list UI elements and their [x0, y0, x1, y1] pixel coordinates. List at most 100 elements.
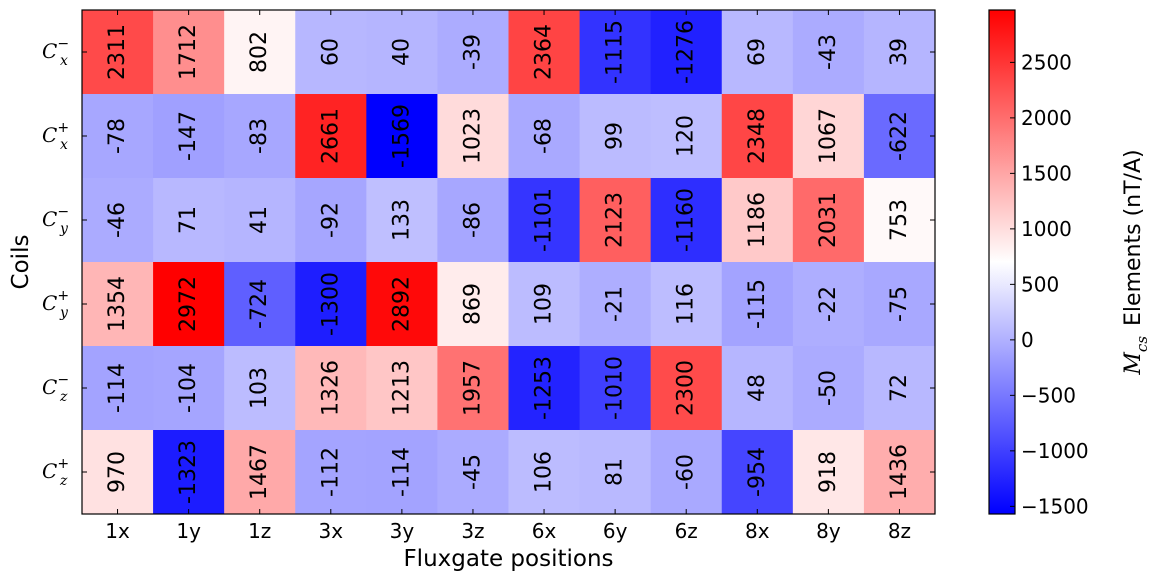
cell-value-label: 72 — [887, 374, 912, 402]
heatmap-cell — [721, 430, 794, 515]
cell-value-label: 1712 — [176, 24, 201, 80]
x-tick-label: 3y — [390, 519, 415, 543]
cell-value-label: -147 — [176, 111, 201, 161]
cell-value-label: 1957 — [460, 360, 485, 416]
heatmap-cell — [224, 346, 296, 431]
colorbar-tick-label: −1000 — [1021, 439, 1089, 463]
heatmap-cell — [224, 94, 296, 179]
heatmap-cell — [82, 178, 154, 263]
cell-value-label: 1326 — [318, 360, 343, 416]
heatmap-cell — [650, 262, 723, 347]
cell-value-label: 1186 — [745, 192, 770, 248]
colorbar-tick-label: −500 — [1021, 383, 1076, 407]
heatmap-cell — [579, 430, 652, 515]
cell-value-label: 970 — [105, 451, 130, 493]
cell-value-label: 802 — [247, 31, 272, 73]
heatmap-cell — [437, 430, 509, 515]
heatmap-cell — [366, 262, 438, 347]
heatmap-cell — [508, 10, 581, 95]
heatmap-cell — [437, 262, 509, 347]
heatmap-cell — [224, 10, 296, 95]
heatmap-cell — [579, 10, 652, 95]
heatmap-cell — [224, 430, 296, 515]
heatmap-cell — [721, 10, 794, 95]
heatmap-cell — [366, 178, 438, 263]
cell-value-label: 2031 — [816, 192, 841, 248]
heatmap-cell — [82, 10, 154, 95]
cell-value-label: 2311 — [105, 24, 130, 80]
cell-value-label: 2972 — [176, 276, 201, 332]
cell-value-label: -83 — [247, 118, 272, 154]
heatmap-cell — [721, 262, 794, 347]
heatmap-cell — [792, 94, 865, 179]
cell-value-label: 60 — [318, 38, 343, 66]
cell-value-label: -1323 — [176, 440, 201, 504]
heatmap-cell — [792, 10, 865, 95]
colorbar-tick-label: −1500 — [1021, 494, 1089, 518]
colorbar-tick-label: 1000 — [1021, 217, 1072, 241]
cell-value-label: 918 — [816, 451, 841, 493]
cell-value-label: -60 — [674, 454, 699, 490]
cell-value-label: -21 — [603, 286, 628, 322]
heatmap-cell — [437, 346, 509, 431]
heatmap-cell — [650, 178, 723, 263]
y-axis-label: Coils — [8, 235, 34, 290]
colorbar-tick-label: 500 — [1021, 272, 1059, 296]
plot-frame — [81, 9, 936, 515]
heatmap-cell — [721, 346, 794, 431]
cell-value-label: -1300 — [318, 272, 343, 336]
cell-value-label: 2348 — [745, 108, 770, 164]
colorbar-ticks: 2500 2000 1500 1000 500 0 −500 −1000 −1500 — [1010, 50, 1089, 518]
y-tick-label: C+ y — [42, 288, 69, 321]
heatmap-cell — [650, 94, 723, 179]
colorbar-label-text: Elements (nT/A) — [1121, 149, 1146, 326]
cell-value-label: 2364 — [532, 24, 557, 80]
x-tick-label: 6y — [603, 519, 628, 543]
cell-value-label: 1467 — [247, 444, 272, 500]
cell-value-label: 1023 — [460, 108, 485, 164]
heatmap-cell — [153, 94, 225, 179]
x-axis-ticks: 1x 1y 1z 3x 3y 3z 6x 6y 6z 8x 8y 8z — [105, 10, 911, 543]
heatmap-cell — [153, 10, 225, 95]
heatmap-cell — [366, 94, 438, 179]
cell-value-label: -1115 — [603, 20, 628, 84]
heatmap-cell — [224, 178, 296, 263]
heatmap-cell — [650, 10, 723, 95]
heatmap-cell — [153, 178, 225, 263]
cell-value-label: -39 — [460, 34, 485, 70]
y-tick-label: C+ x — [42, 120, 69, 153]
heatmap-cell — [650, 346, 723, 431]
cell-value-label: -1569 — [389, 104, 414, 168]
x-tick-label: 6z — [675, 519, 698, 543]
cell-value-label: -46 — [105, 202, 130, 238]
cell-value-label: -114 — [389, 447, 414, 497]
x-tick-label: 3x — [319, 519, 344, 543]
cell-value-label: -45 — [460, 454, 485, 490]
cell-value-label: -68 — [532, 118, 557, 154]
cell-value-label: -114 — [105, 363, 130, 413]
heatmap-cell — [82, 94, 154, 179]
colorbar-tick-label: 1500 — [1021, 161, 1072, 185]
colorbar-tick-label: 2000 — [1021, 106, 1072, 130]
cell-value-label: -1276 — [674, 20, 699, 84]
heatmap-cell — [295, 430, 367, 515]
colorbar-tick-label: 0 — [1021, 328, 1034, 352]
cell-value-label: 869 — [460, 283, 485, 325]
colorbar-tick-label: 2500 — [1021, 50, 1072, 74]
heatmap-cell — [295, 94, 367, 179]
heatmap-cell — [863, 430, 936, 515]
heatmap-cell — [224, 262, 296, 347]
y-axis-ticks: C− x C+ x C− y C+ y C− z C+ z — [42, 36, 935, 489]
cell-value-label: 1354 — [105, 276, 130, 332]
heatmap-cell — [437, 178, 509, 263]
cell-value-label: 1436 — [887, 444, 912, 500]
cell-value-labels: 2311 1712 802 60 40 -39 2364 -1115 -1276 69 -43 39 -… — [105, 20, 912, 504]
x-tick-label: 1z — [248, 519, 271, 543]
cell-value-label: 120 — [674, 115, 699, 157]
cell-value-label: -1101 — [532, 188, 557, 252]
cell-value-label: 2123 — [603, 192, 628, 248]
cell-value-label: 109 — [532, 283, 557, 325]
x-tick-label: 3z — [461, 519, 484, 543]
y-tick-label: C− z — [42, 372, 69, 405]
